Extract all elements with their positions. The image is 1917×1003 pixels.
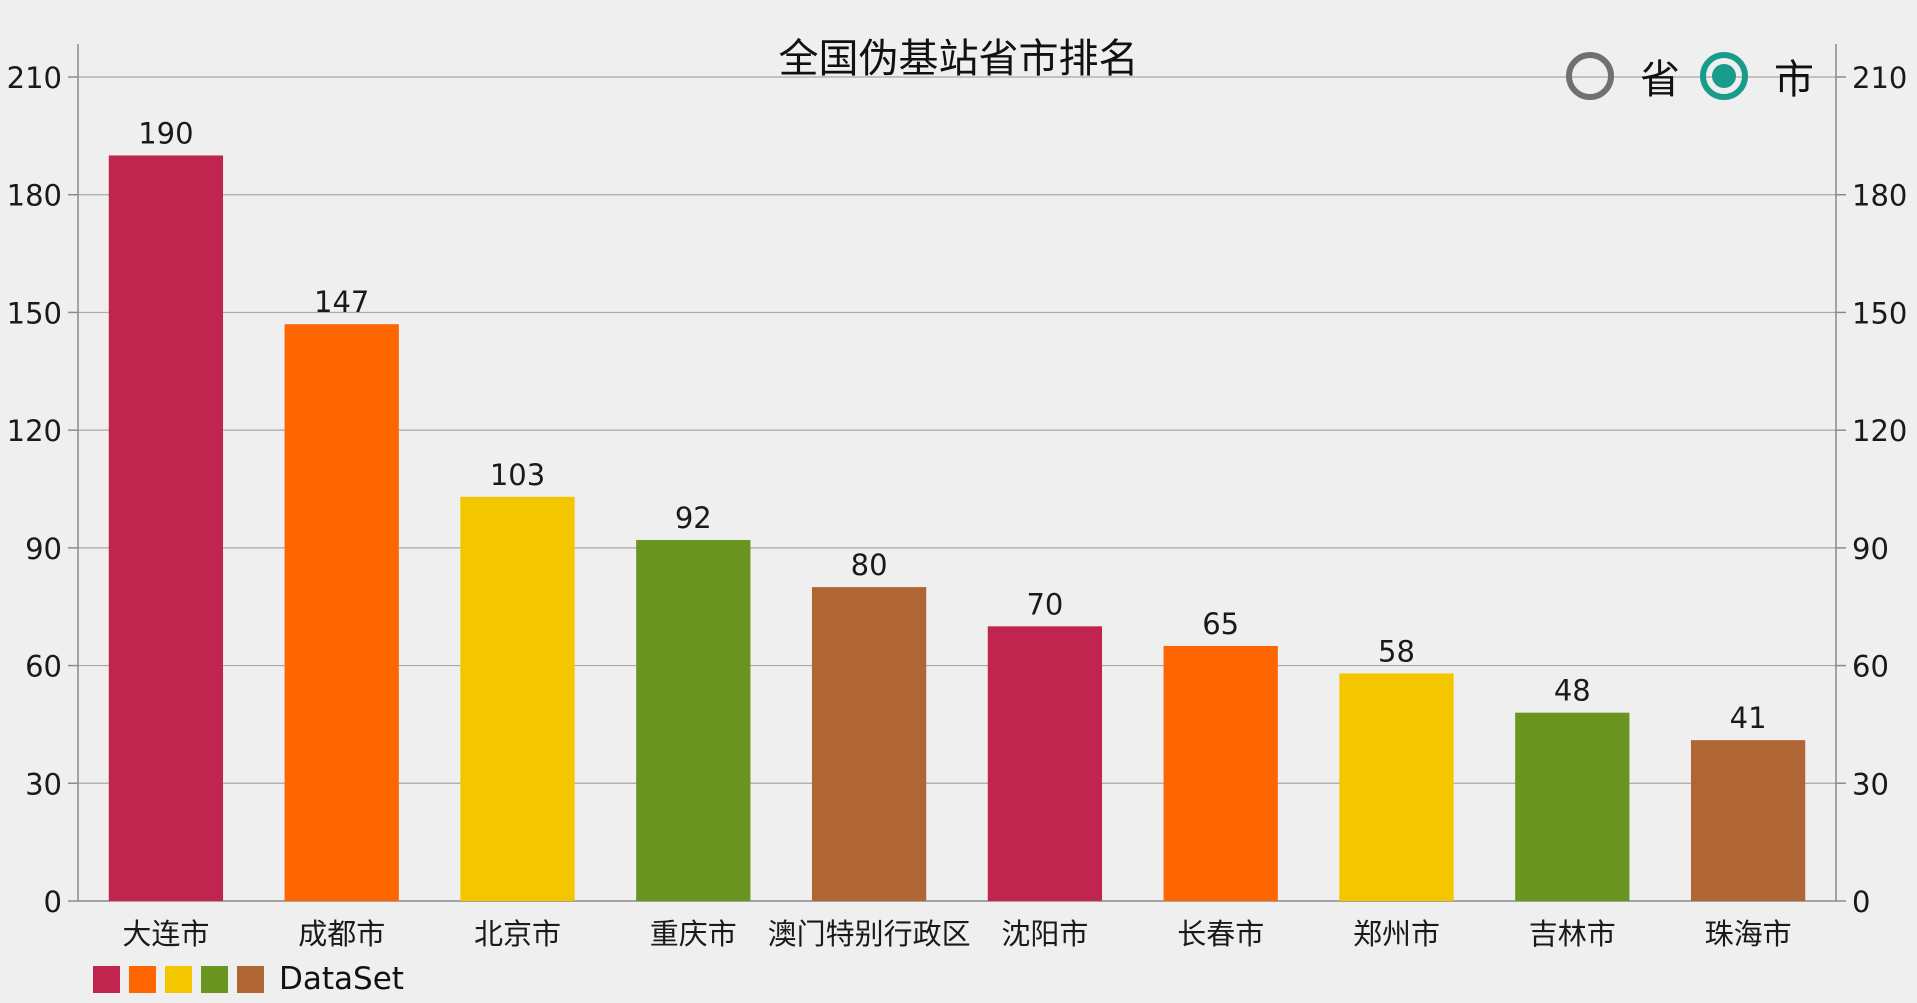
- category-label: 成都市: [298, 917, 385, 951]
- radio-circle-icon: [1700, 52, 1748, 100]
- radio-dot-icon: [1712, 64, 1736, 88]
- y-tick-labels: 0 0 30 30 60 60 90 90 120 120 150 150 180 180 210 210: [7, 61, 1908, 919]
- legend-label: DataSet: [279, 961, 404, 997]
- category-label: 北京市: [474, 917, 561, 951]
- data-label: 92: [675, 501, 712, 535]
- y-tick-label-right: 30: [1852, 767, 1889, 801]
- legend-swatch: [93, 965, 120, 993]
- bar: [1515, 712, 1630, 901]
- data-label: 103: [490, 458, 545, 492]
- y-tick-label-left: 150: [7, 296, 62, 330]
- province-radio-label: 省: [1640, 57, 1680, 103]
- data-label: 65: [1202, 607, 1239, 641]
- y-tick-label-right: 0: [1852, 885, 1870, 919]
- radio-circle-icon: [1566, 52, 1614, 100]
- legend-swatch: [237, 965, 264, 993]
- bar: [987, 626, 1103, 901]
- data-label: 70: [1026, 587, 1063, 621]
- y-tick-label-right: 150: [1852, 296, 1907, 330]
- y-tick-label-right: 120: [1852, 414, 1907, 448]
- category-label: 澳门特别行政区: [768, 917, 971, 951]
- category-label: 重庆市: [650, 917, 737, 951]
- category-labels: 大连市 成都市 北京市 重庆市 澳门特别行政区 沈阳市 长春市 郑州市 吉林市 珠海市: [122, 917, 1791, 951]
- y-tick-label-right: 210: [1852, 61, 1907, 95]
- data-label: 58: [1378, 634, 1415, 668]
- legend: DataSet: [93, 961, 404, 997]
- city-radio[interactable]: 市: [1700, 47, 1814, 105]
- bar: [1163, 645, 1278, 901]
- y-tick-label-right: 60: [1852, 650, 1889, 684]
- y-tick-label-left: 60: [25, 650, 62, 684]
- legend-swatch: [201, 965, 228, 993]
- category-label: 大连市: [122, 917, 209, 951]
- bar: [1690, 740, 1806, 901]
- legend-swatch: [165, 965, 192, 993]
- data-label: 147: [314, 285, 369, 319]
- y-tick-label-left: 0: [44, 885, 62, 919]
- legend-swatch: [129, 965, 156, 993]
- bar: [108, 155, 224, 901]
- y-tick-label-right: 180: [1852, 179, 1907, 213]
- category-label: 沈阳市: [1001, 917, 1088, 951]
- y-tick-label-left: 30: [25, 767, 62, 801]
- bar: [1339, 673, 1454, 901]
- category-label: 吉林市: [1529, 917, 1616, 951]
- category-label: 长春市: [1177, 917, 1264, 951]
- bars: [108, 155, 1806, 901]
- bar: [636, 540, 751, 901]
- data-label: 190: [138, 116, 193, 150]
- y-tick-label-right: 90: [1852, 532, 1889, 566]
- chart-title: 全国伪基站省市排名: [778, 36, 1139, 82]
- province-radio[interactable]: 省: [1566, 47, 1680, 105]
- city-radio-label: 市: [1774, 57, 1814, 103]
- data-label: 48: [1554, 674, 1591, 708]
- bar: [460, 496, 575, 901]
- data-label: 41: [1730, 701, 1767, 735]
- data-label: 80: [851, 548, 888, 582]
- province-city-toggle: 省 市: [1566, 44, 1814, 108]
- bar: [284, 324, 399, 901]
- y-tick-label-left: 120: [7, 414, 62, 448]
- y-tick-label-left: 90: [25, 532, 62, 566]
- bar: [811, 587, 927, 901]
- data-labels: 190 147 103 92 80 70 65 58 48 41: [138, 116, 1766, 735]
- category-label: 郑州市: [1353, 917, 1440, 951]
- y-tick-label-left: 180: [7, 179, 62, 213]
- category-label: 珠海市: [1705, 917, 1792, 951]
- y-tick-label-left: 210: [7, 61, 62, 95]
